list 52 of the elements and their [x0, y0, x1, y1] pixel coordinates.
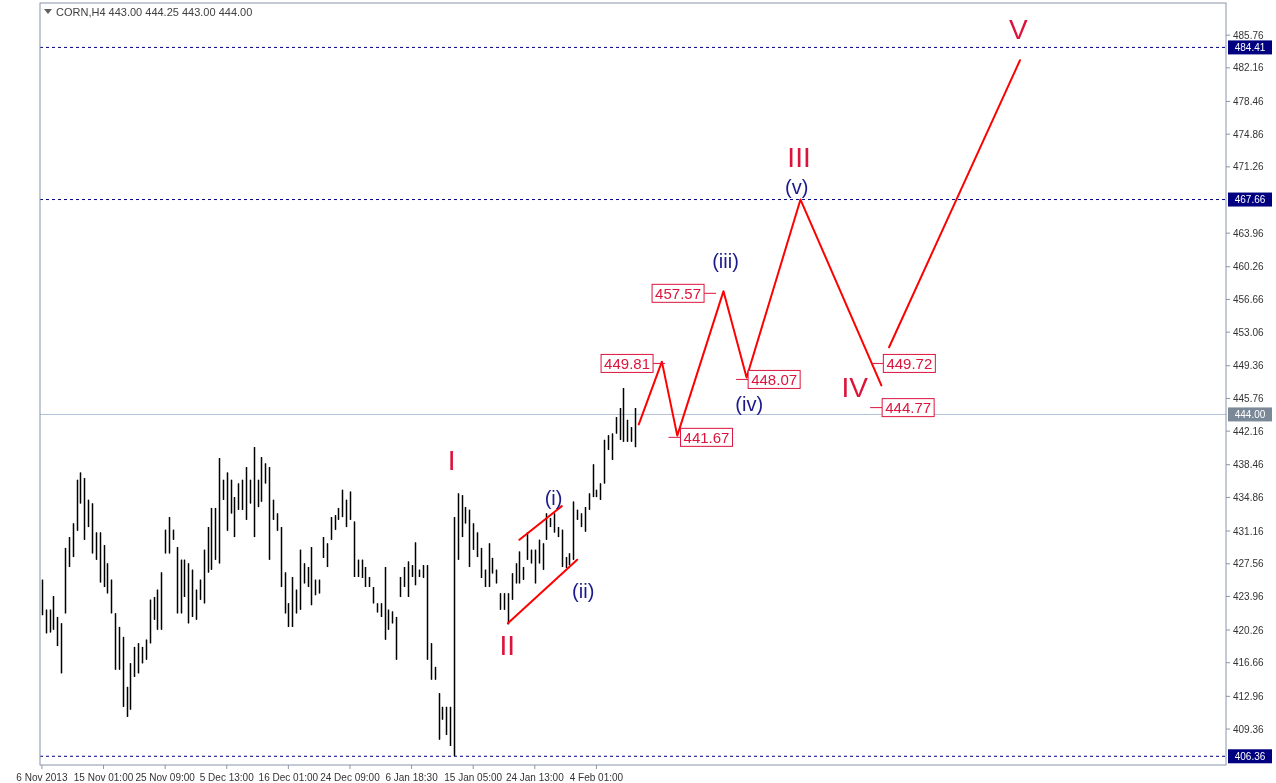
y-tick-label: 438.46	[1233, 459, 1265, 471]
annotation: 444.77	[885, 399, 932, 417]
y-tick-label: 471.26	[1233, 161, 1265, 173]
chart-title: CORN,H4 443.00 444.25 443.00 444.00	[56, 6, 253, 18]
x-tick-label: 6 Jan 18:30	[385, 771, 439, 783]
ref-line-label: 484.41	[1234, 41, 1266, 53]
annotation: (iii)	[712, 249, 739, 272]
y-tick-label: 420.26	[1233, 624, 1265, 636]
annotation: (i)	[544, 487, 563, 510]
ref-line-label: 444.00	[1234, 408, 1266, 420]
y-tick-label: 474.86	[1233, 128, 1265, 140]
y-tick-label: 460.26	[1233, 261, 1265, 273]
y-tick-label: 456.66	[1233, 293, 1265, 305]
annotation: III	[787, 142, 811, 174]
ref-line-label: 406.36	[1234, 750, 1266, 762]
y-tick-label: 442.16	[1233, 425, 1265, 437]
x-tick-label: 24 Jan 13:00	[505, 771, 565, 783]
x-tick-label: 5 Dec 13:00	[199, 771, 255, 783]
annotation: 441.67	[683, 428, 730, 446]
x-tick-label: 24 Dec 09:00	[320, 771, 381, 783]
y-tick-label: 445.76	[1233, 392, 1265, 404]
y-tick-label: 427.56	[1233, 558, 1265, 570]
x-tick-label: 16 Dec 01:00	[258, 771, 319, 783]
annotation: V	[1009, 14, 1029, 46]
x-tick-label: 25 Nov 09:00	[135, 771, 196, 783]
annotation: (ii)	[572, 580, 595, 603]
annotation: 457.57	[655, 284, 702, 302]
y-tick-label: 431.16	[1233, 525, 1265, 537]
annotation: 449.81	[604, 354, 651, 372]
annotation: IV	[841, 371, 869, 403]
y-tick-label: 409.36	[1233, 723, 1265, 735]
y-tick-label: 434.86	[1233, 491, 1265, 503]
y-tick-label: 482.16	[1233, 62, 1265, 74]
ref-line-label: 467.66	[1234, 194, 1266, 206]
y-tick-label: 485.76	[1233, 29, 1265, 41]
annotation: (iv)	[735, 392, 764, 415]
y-tick-label: 478.46	[1233, 95, 1265, 107]
y-tick-label: 453.06	[1233, 326, 1265, 338]
y-tick-label: 463.96	[1233, 227, 1265, 239]
annotation: I	[447, 444, 456, 476]
y-tick-label: 416.66	[1233, 657, 1265, 669]
annotation: II	[499, 629, 516, 661]
x-tick-label: 4 Feb 01:00	[569, 771, 624, 783]
x-tick-label: 15 Jan 05:00	[444, 771, 503, 783]
x-tick-label: 6 Nov 2013	[16, 771, 68, 783]
y-tick-label: 412.96	[1233, 690, 1265, 702]
annotation: 449.72	[886, 354, 933, 372]
y-tick-label: 423.96	[1233, 590, 1265, 602]
x-tick-label: 15 Nov 01:00	[73, 771, 134, 783]
y-tick-label: 449.36	[1233, 360, 1265, 372]
annotation: 448.07	[751, 370, 798, 388]
annotation: (v)	[785, 175, 809, 198]
